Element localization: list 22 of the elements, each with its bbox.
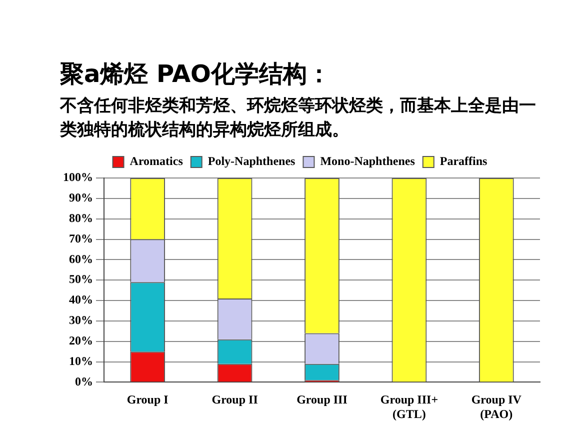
chart-subtitle: 不含任何非烃类和芳烃、环烷烃等环状烃类，而基本上全是由一类独特的梳状结构的异构烷烃所组成。 <box>60 95 537 142</box>
legend-label: Mono-Naphthenes <box>320 154 416 168</box>
legend-label: Paraffins <box>440 154 488 168</box>
y-tick-label: 70% <box>69 231 93 246</box>
y-tick-label: 20% <box>69 333 93 348</box>
x-tick-label: Group III+ (GTL) <box>380 392 438 421</box>
y-tick-label: 90% <box>69 190 93 205</box>
x-tick-label: Group III <box>296 392 348 406</box>
x-tick-label: Group IV (PAO) <box>471 392 522 421</box>
legend-label: Aromatics <box>130 154 184 168</box>
y-tick-label: 40% <box>69 292 93 307</box>
y-tick-label: 0% <box>75 374 93 388</box>
chart-title: 聚a烯烃 PAO化学结构： <box>60 59 331 90</box>
y-tick-label: 100% <box>63 170 93 184</box>
x-tick-label: Group I <box>126 392 169 406</box>
y-tick-label: 30% <box>69 313 93 328</box>
x-tick-label: Group II <box>212 392 258 406</box>
legend-label: Poly-Naphthenes <box>208 154 296 168</box>
y-tick-label: 80% <box>69 210 93 225</box>
y-tick-label: 60% <box>69 252 93 266</box>
y-tick-label: 10% <box>69 354 93 368</box>
y-tick-label: 50% <box>69 272 93 286</box>
